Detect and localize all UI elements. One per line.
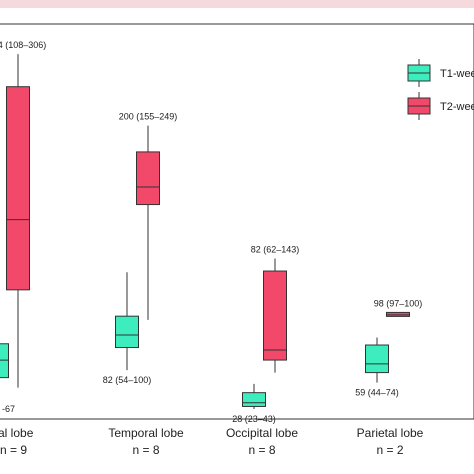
category-n: n = 8 bbox=[248, 443, 275, 457]
box-1-2 bbox=[263, 258, 287, 373]
box-body bbox=[263, 270, 287, 361]
category-n: n = 8 bbox=[132, 443, 159, 457]
box-1-3 bbox=[386, 311, 410, 317]
data-label: 98 (97–100) bbox=[374, 298, 423, 308]
category-label: al lobe bbox=[0, 426, 34, 440]
box-body bbox=[242, 392, 266, 407]
category-n: n = 2 bbox=[376, 443, 403, 457]
labels-layer: -67 82 (54–100) 28 (23–43) 59 (44–74) 4 (108… bbox=[0, 40, 422, 424]
box-0-1 bbox=[115, 272, 139, 371]
boxes-layer bbox=[0, 54, 410, 409]
data-label: 28 (23–43) bbox=[232, 414, 276, 424]
legend-item-1: T2-wee bbox=[407, 92, 474, 120]
top-band bbox=[0, 0, 474, 8]
category-label: Temporal lobe bbox=[108, 426, 184, 440]
x-axis: al lobe n = 9 Temporal lobe n = 8 Occipital … bbox=[0, 426, 424, 457]
data-label: -67 bbox=[2, 404, 15, 414]
category-label: Parietal lobe bbox=[357, 426, 424, 440]
box-0-0 bbox=[0, 343, 9, 379]
box-0-3 bbox=[365, 337, 389, 383]
data-label: 200 (155–249) bbox=[119, 112, 178, 122]
plot-frame bbox=[0, 23, 474, 420]
box-body bbox=[115, 315, 139, 349]
box-0-2 bbox=[242, 383, 266, 409]
data-label: 4 (108–306) bbox=[0, 40, 46, 50]
box-1-0 bbox=[6, 54, 30, 388]
category-label: Occipital lobe bbox=[226, 426, 298, 440]
box-body bbox=[386, 311, 410, 317]
box-body bbox=[365, 344, 389, 374]
box-1-1 bbox=[136, 125, 160, 320]
box-body bbox=[6, 86, 30, 291]
box-body bbox=[0, 343, 9, 379]
legend: T1-wee T2-wee bbox=[407, 59, 474, 120]
data-label: 82 (54–100) bbox=[103, 375, 152, 385]
legend-label: T2-wee bbox=[440, 101, 474, 113]
data-label: 82 (62–143) bbox=[251, 244, 300, 254]
legend-item-0: T1-wee bbox=[407, 59, 474, 87]
data-label: 59 (44–74) bbox=[355, 388, 399, 398]
category-n: n = 9 bbox=[0, 443, 27, 457]
box-body bbox=[136, 151, 160, 206]
legend-label: T1-wee bbox=[440, 68, 474, 80]
